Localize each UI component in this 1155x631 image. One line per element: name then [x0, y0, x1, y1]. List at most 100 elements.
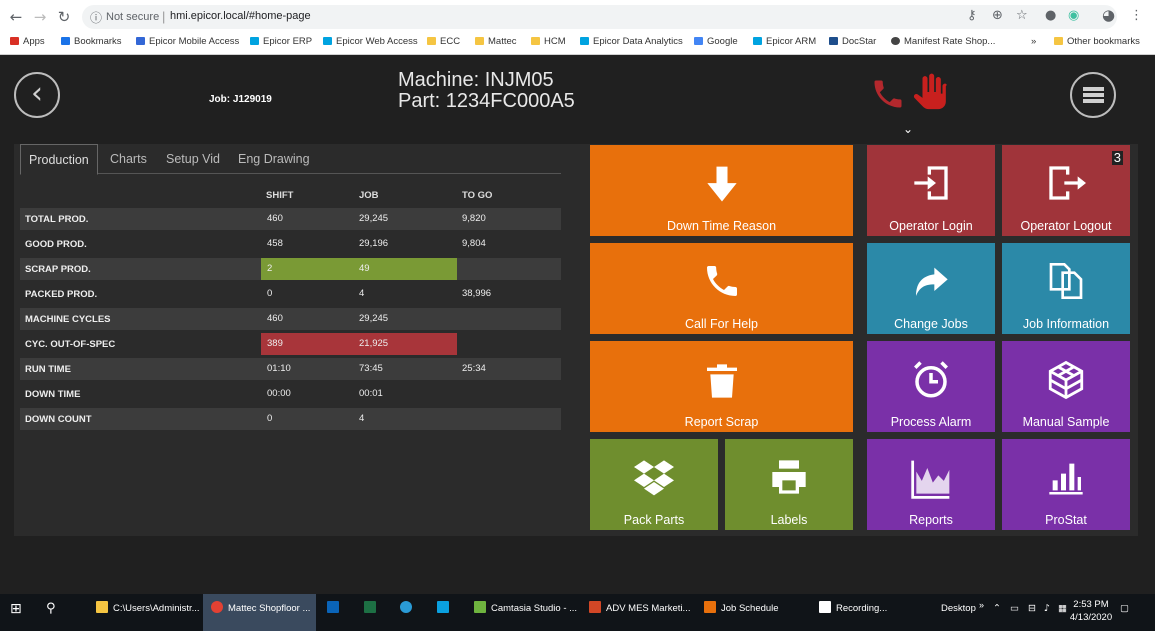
taskbar-chrome[interactable]: Mattec Shopfloor ...	[203, 594, 316, 631]
call-for-help-tile[interactable]: Call For Help	[590, 243, 853, 334]
google-icon	[694, 37, 703, 45]
togo-value: 9,804	[462, 238, 486, 249]
profile-icon[interactable]: ◕	[1102, 6, 1116, 24]
report-scrap-tile[interactable]: Report Scrap	[590, 341, 853, 432]
tab-eng-drawing[interactable]: Eng Drawing	[238, 152, 310, 166]
battery-icon[interactable]: ▭	[1010, 603, 1019, 614]
chrome-icon	[211, 601, 223, 613]
clock-time: 2:53 PM	[1073, 599, 1109, 610]
taskbar-job-schedule[interactable]: Job Schedule	[700, 594, 810, 631]
bookmark-label: Epicor Mobile Access	[149, 36, 240, 47]
site-icon	[323, 37, 332, 45]
bookmark-hcm[interactable]: HCM	[531, 33, 566, 51]
keyboard-icon[interactable]: ▦	[1058, 603, 1067, 614]
stop-hand-icon[interactable]	[910, 72, 950, 112]
windows-start-icon[interactable]: ⊞	[10, 601, 22, 617]
tile-label: Operator Logout	[1020, 219, 1112, 233]
down-time-reason-tile[interactable]: Down Time Reason	[590, 145, 853, 236]
bookmark-data-analytics[interactable]: Epicor Data Analytics	[580, 33, 683, 51]
prostat-tile[interactable]: ProStat	[1002, 439, 1130, 530]
tab-setup-vid[interactable]: Setup Vid	[166, 152, 220, 166]
process-alarm-tile[interactable]: Process Alarm	[867, 341, 995, 432]
cube-icon	[1048, 360, 1084, 400]
notifications-icon[interactable]: ▢	[1120, 603, 1129, 614]
col-header-job: JOB	[359, 190, 379, 201]
col-header-togo: TO GO	[462, 190, 493, 201]
bookmark-epicor-arm[interactable]: Epicor ARM	[753, 33, 816, 51]
taskbar-powerpoint[interactable]: ADV MES Marketi...	[585, 594, 695, 631]
tile-label: Call For Help	[685, 317, 758, 331]
machine-title: Machine: INJM05	[398, 69, 554, 91]
shift-value: 0	[267, 288, 273, 299]
taskbar-app[interactable]	[437, 594, 454, 631]
taskbar-excel[interactable]	[364, 594, 381, 631]
tab-bar: Production Charts Setup Vid Eng Drawing	[20, 144, 561, 175]
volume-icon[interactable]: ♪	[1044, 603, 1051, 614]
recording-icon	[819, 601, 831, 613]
phone-alert-icon[interactable]	[870, 76, 906, 112]
more-menu-icon[interactable]: ⋮	[1130, 8, 1143, 23]
manual-sample-tile[interactable]: Manual Sample	[1002, 341, 1130, 432]
bookmark-apps[interactable]: Apps	[10, 33, 45, 51]
reload-icon[interactable]: ↻	[57, 8, 71, 26]
bookmark-bookmarks[interactable]: Bookmarks	[61, 33, 122, 51]
taskbar-explorer[interactable]: C:\Users\Administr...	[90, 594, 200, 631]
windows-taskbar: ⊞ ⚲ C:\Users\Administr... Mattec Shopflo…	[0, 594, 1155, 631]
operator-login-tile[interactable]: Operator Login	[867, 145, 995, 236]
shift-value: 460	[267, 213, 283, 224]
job-information-tile[interactable]: Job Information	[1002, 243, 1130, 334]
url-text[interactable]: hmi.epicor.local/#home-page	[170, 10, 311, 22]
bookmarks-more[interactable]: »	[1031, 36, 1037, 47]
scrap-highlight	[261, 258, 457, 280]
labels-tile[interactable]: Labels	[725, 439, 853, 530]
chevron-left-icon: ‹	[31, 76, 43, 111]
outlook-icon	[327, 601, 339, 613]
taskbar-more-icon[interactable]: »	[979, 600, 985, 610]
taskbar-clock[interactable]: 2:53 PM 4/13/2020	[1066, 594, 1116, 631]
pack-parts-tile[interactable]: Pack Parts	[590, 439, 718, 530]
taskbar-outlook[interactable]	[327, 594, 344, 631]
bookmark-epicor-erp[interactable]: Epicor ERP	[250, 33, 312, 51]
taskbar-recording[interactable]: Recording...	[815, 594, 925, 631]
taskbar-camtasia[interactable]: Camtasia Studio - ...	[470, 594, 580, 631]
bookmark-label: DocStar	[842, 36, 877, 47]
bookmark-ecc[interactable]: ECC	[427, 33, 460, 51]
bookmark-mattec[interactable]: Mattec	[475, 33, 517, 51]
other-bookmarks[interactable]: Other bookmarks	[1054, 33, 1140, 51]
login-door-icon	[914, 166, 948, 200]
info-icon[interactable]: ⓘ	[90, 11, 103, 25]
forward-arrow-icon[interactable]: →	[33, 8, 47, 26]
table-row: RUN TIME 01:10 73:45 25:34	[20, 358, 561, 380]
row-label: PACKED PROD.	[25, 289, 98, 300]
back-button[interactable]: ‹	[14, 72, 60, 118]
job-value: 49	[359, 263, 370, 274]
row-label: GOOD PROD.	[25, 239, 87, 250]
change-jobs-tile[interactable]: Change Jobs	[867, 243, 995, 334]
bookmark-label: Apps	[23, 36, 45, 47]
bookmark-google[interactable]: Google	[694, 33, 738, 51]
address-bar[interactable]: ⓘ Not secure | hmi.epicor.local/#home-pa…	[82, 5, 1117, 29]
chevron-down-icon[interactable]: ⌄	[903, 122, 914, 136]
key-icon[interactable]: ⚷	[967, 8, 977, 23]
taskbar-ie[interactable]	[400, 594, 417, 631]
network-icon[interactable]: ⊟	[1028, 603, 1036, 614]
taskbar-desktop[interactable]: Desktop	[941, 603, 976, 614]
menu-button[interactable]	[1070, 72, 1116, 118]
zoom-icon[interactable]: ⊕	[992, 8, 1003, 23]
bookmark-label: Epicor Data Analytics	[593, 36, 683, 47]
tray-chevron-icon[interactable]: ⌃	[993, 603, 1001, 614]
tab-charts[interactable]: Charts	[110, 152, 147, 166]
reports-tile[interactable]: Reports	[867, 439, 995, 530]
bookmark-manifest[interactable]: Manifest Rate Shop...	[891, 33, 995, 51]
bookmark-docstar[interactable]: DocStar	[829, 33, 876, 51]
star-icon[interactable]: ☆	[1016, 8, 1028, 23]
extension-icon[interactable]: ●	[1045, 8, 1057, 23]
back-arrow-icon[interactable]: ←	[9, 8, 23, 26]
operator-logout-tile[interactable]: 3 Operator Logout	[1002, 145, 1130, 236]
extension-shield-icon[interactable]: ◉	[1068, 8, 1080, 23]
bookmark-epicor-mobile[interactable]: Epicor Mobile Access	[136, 33, 239, 51]
tab-production[interactable]: Production	[20, 144, 98, 175]
search-icon[interactable]: ⚲	[46, 601, 56, 616]
job-value: 29,245	[359, 313, 389, 324]
bookmark-epicor-web[interactable]: Epicor Web Access	[323, 33, 418, 51]
